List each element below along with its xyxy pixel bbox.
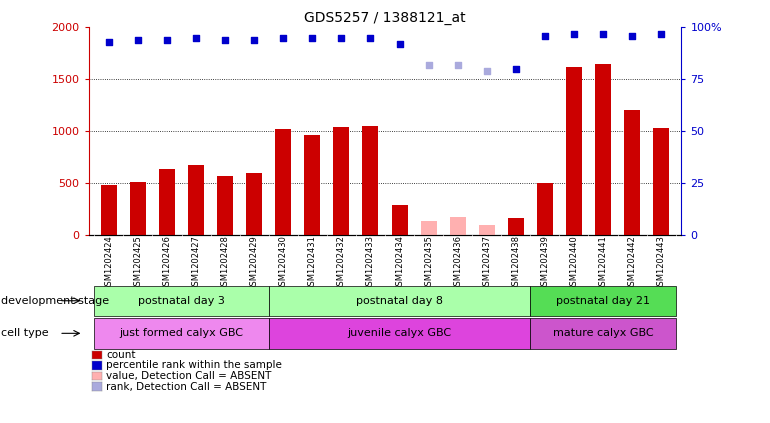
- Point: [423, 61, 435, 68]
- Text: postnatal day 21: postnatal day 21: [556, 296, 650, 306]
- Point: [364, 35, 377, 41]
- Title: GDS5257 / 1388121_at: GDS5257 / 1388121_at: [304, 11, 466, 25]
- Bar: [159, 170, 175, 235]
- Point: [597, 30, 609, 37]
- Bar: [653, 128, 669, 235]
- Text: postnatal day 8: postnatal day 8: [356, 296, 443, 306]
- Bar: [304, 135, 320, 235]
- Point: [539, 33, 551, 39]
- Bar: [276, 129, 291, 235]
- Point: [655, 30, 668, 37]
- Text: mature calyx GBC: mature calyx GBC: [553, 328, 653, 338]
- Point: [306, 35, 319, 41]
- Bar: [333, 127, 350, 235]
- Text: postnatal day 3: postnatal day 3: [138, 296, 225, 306]
- Bar: [130, 182, 146, 235]
- Text: count: count: [106, 350, 136, 360]
- Bar: [363, 126, 379, 235]
- Bar: [624, 110, 640, 235]
- Bar: [595, 64, 611, 235]
- Point: [510, 66, 522, 72]
- Point: [102, 38, 115, 45]
- Point: [335, 35, 347, 41]
- Bar: [531, 318, 675, 349]
- Bar: [188, 165, 204, 235]
- Bar: [531, 286, 675, 316]
- Point: [451, 61, 464, 68]
- Bar: [217, 176, 233, 235]
- Point: [248, 36, 260, 43]
- Bar: [420, 221, 437, 235]
- Point: [132, 36, 144, 43]
- Text: percentile rank within the sample: percentile rank within the sample: [106, 360, 282, 371]
- Point: [190, 35, 203, 41]
- Bar: [566, 67, 582, 235]
- Point: [219, 36, 231, 43]
- Bar: [246, 173, 263, 235]
- Point: [393, 41, 406, 47]
- Text: juvenile calyx GBC: juvenile calyx GBC: [347, 328, 451, 338]
- Bar: [95, 286, 269, 316]
- Bar: [537, 183, 553, 235]
- Text: rank, Detection Call = ABSENT: rank, Detection Call = ABSENT: [106, 382, 266, 392]
- Bar: [450, 217, 466, 235]
- Bar: [507, 218, 524, 235]
- Bar: [391, 205, 407, 235]
- Point: [277, 35, 290, 41]
- Point: [567, 30, 580, 37]
- Bar: [95, 318, 269, 349]
- Text: value, Detection Call = ABSENT: value, Detection Call = ABSENT: [106, 371, 272, 381]
- Bar: [101, 185, 117, 235]
- Text: development stage: development stage: [1, 296, 109, 306]
- Bar: [269, 286, 531, 316]
- Bar: [269, 318, 531, 349]
- Point: [626, 33, 638, 39]
- Bar: [479, 225, 494, 235]
- Text: just formed calyx GBC: just formed calyx GBC: [119, 328, 243, 338]
- Text: cell type: cell type: [1, 328, 49, 338]
- Point: [480, 68, 493, 74]
- Point: [161, 36, 173, 43]
